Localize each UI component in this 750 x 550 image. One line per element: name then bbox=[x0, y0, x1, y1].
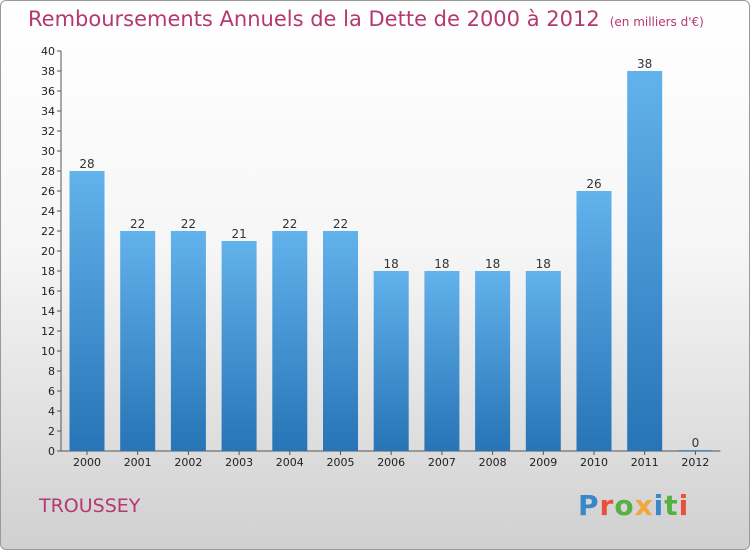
x-tick-label: 2003 bbox=[225, 456, 253, 469]
y-tick-label: 4 bbox=[48, 405, 55, 418]
bar-2008 bbox=[475, 271, 511, 451]
bar-2002 bbox=[170, 231, 206, 451]
logo-letter: i bbox=[653, 489, 665, 522]
y-tick-label: 38 bbox=[41, 65, 55, 78]
bar-2003 bbox=[221, 241, 257, 451]
bar-2006 bbox=[373, 271, 409, 451]
bar-2010 bbox=[576, 191, 612, 451]
data-label-2012: 0 bbox=[692, 436, 700, 450]
commune-name: TROUSSEY bbox=[39, 495, 141, 517]
bar-2007 bbox=[424, 271, 460, 451]
y-tick-label: 6 bbox=[48, 385, 55, 398]
bar-2000 bbox=[69, 171, 105, 451]
data-label-2005: 22 bbox=[333, 217, 348, 231]
x-tick-label: 2006 bbox=[377, 456, 405, 469]
data-label-2006: 18 bbox=[384, 257, 399, 271]
data-label-2009: 18 bbox=[536, 257, 551, 271]
x-tick-label: 2011 bbox=[631, 456, 659, 469]
logo-letter: o bbox=[614, 489, 635, 522]
y-tick-label: 14 bbox=[41, 305, 55, 318]
y-tick-label: 34 bbox=[41, 105, 55, 118]
y-tick-label: 36 bbox=[41, 85, 55, 98]
x-tick-label: 2012 bbox=[681, 456, 709, 469]
logo-letter: t bbox=[664, 489, 679, 522]
data-label-2000: 28 bbox=[79, 157, 94, 171]
bar-2001 bbox=[120, 231, 156, 451]
y-tick-label: 16 bbox=[41, 285, 55, 298]
x-tick-label: 2005 bbox=[327, 456, 355, 469]
x-tick-label: 2001 bbox=[124, 456, 152, 469]
bar-2009 bbox=[525, 271, 561, 451]
proxiti-logo: Proxiti bbox=[578, 489, 689, 522]
y-tick-label: 28 bbox=[41, 165, 55, 178]
x-tick-label: 2000 bbox=[73, 456, 101, 469]
x-tick-label: 2009 bbox=[529, 456, 557, 469]
data-label-2007: 18 bbox=[434, 257, 449, 271]
bar-2005 bbox=[323, 231, 358, 451]
chart-title: Remboursements Annuels de la Dette de 20… bbox=[28, 7, 600, 31]
y-tick-label: 2 bbox=[48, 425, 55, 438]
y-tick-label: 26 bbox=[41, 185, 55, 198]
y-tick-label: 24 bbox=[41, 205, 55, 218]
y-tick-label: 18 bbox=[41, 265, 55, 278]
x-tick-label: 2002 bbox=[174, 456, 202, 469]
bar-2004 bbox=[272, 231, 308, 451]
y-tick-label: 10 bbox=[41, 345, 55, 358]
y-tick-label: 8 bbox=[48, 365, 55, 378]
bar-2012 bbox=[677, 450, 713, 451]
y-tick-label: 40 bbox=[41, 45, 55, 58]
y-tick-label: 0 bbox=[48, 445, 55, 458]
data-label-2004: 22 bbox=[282, 217, 297, 231]
logo-letter: i bbox=[678, 489, 690, 522]
y-tick-label: 22 bbox=[41, 225, 55, 238]
x-tick-label: 2008 bbox=[479, 456, 507, 469]
data-label-2002: 22 bbox=[181, 217, 196, 231]
x-tick-label: 2010 bbox=[580, 456, 608, 469]
x-tick-label: 2007 bbox=[428, 456, 456, 469]
data-label-2011: 38 bbox=[637, 57, 652, 71]
chart-unit: (en milliers d'€) bbox=[609, 15, 704, 29]
y-tick-label: 12 bbox=[41, 325, 55, 338]
bar-2011 bbox=[627, 71, 663, 451]
bars: 28 22 22 21 22 22 18 18 18 18 26 38 0 bbox=[69, 57, 713, 451]
data-label-2001: 22 bbox=[130, 217, 145, 231]
data-label-2003: 21 bbox=[231, 227, 246, 241]
logo-letter: r bbox=[599, 489, 615, 522]
y-tick-label: 20 bbox=[41, 245, 55, 258]
y-tick-label: 32 bbox=[41, 125, 55, 138]
logo-letter: x bbox=[634, 489, 654, 522]
x-tick-label: 2004 bbox=[276, 456, 304, 469]
title-row: Remboursements Annuels de la Dette de 20… bbox=[28, 7, 704, 31]
y-tick-label: 30 bbox=[41, 145, 55, 158]
data-label-2008: 18 bbox=[485, 257, 500, 271]
x-axis: 2000 2001 2002 2003 2004 2005 2006 2007 2008 2009… bbox=[61, 450, 721, 469]
data-label-2010: 26 bbox=[586, 177, 601, 191]
logo-letter: P bbox=[578, 489, 600, 522]
